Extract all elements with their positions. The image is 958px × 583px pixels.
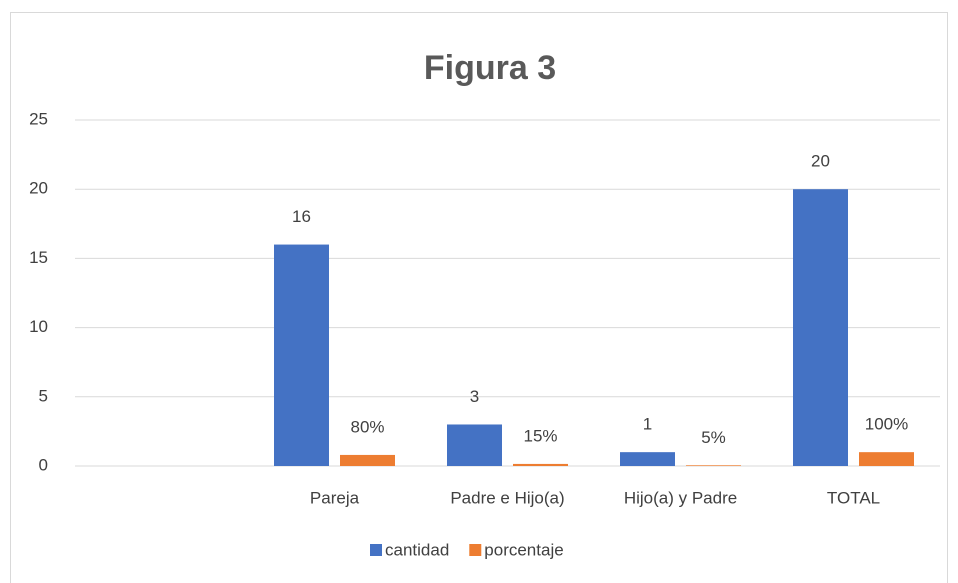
x-tick-label: TOTAL: [827, 488, 880, 507]
chart-frame: [10, 12, 948, 583]
data-label: 16: [292, 207, 311, 226]
bar: [340, 454, 395, 466]
chart-title: Figura 3: [424, 49, 556, 87]
data-label: 3: [470, 387, 479, 406]
bar: [859, 452, 914, 466]
data-label: 1: [643, 415, 652, 434]
legend-swatch: [469, 544, 482, 556]
data-label: 80%: [350, 417, 384, 436]
bar: [686, 465, 741, 466]
bar: [513, 463, 568, 466]
data-label: 15%: [523, 426, 557, 445]
legend-label: cantidad: [385, 540, 449, 559]
bar: [793, 189, 848, 466]
data-label: 5%: [701, 428, 726, 447]
y-tick-label: 25: [29, 109, 48, 128]
x-tick-label: Pareja: [310, 488, 360, 507]
y-tick-label: 5: [39, 386, 48, 405]
y-tick-label: 15: [29, 248, 48, 267]
bar: [274, 244, 329, 466]
y-tick-label: 0: [39, 455, 48, 474]
y-tick-label: 10: [29, 317, 48, 336]
legend-swatch: [370, 544, 382, 556]
bar: [447, 424, 502, 466]
data-label: 20: [811, 152, 830, 171]
bar: [620, 452, 675, 466]
x-tick-label: Padre e Hijo(a): [450, 488, 564, 507]
legend-label: porcentaje: [484, 540, 563, 559]
data-label: 100%: [865, 415, 908, 434]
x-tick-label: Hijo(a) y Padre: [624, 488, 737, 507]
y-tick-label: 20: [29, 179, 48, 198]
